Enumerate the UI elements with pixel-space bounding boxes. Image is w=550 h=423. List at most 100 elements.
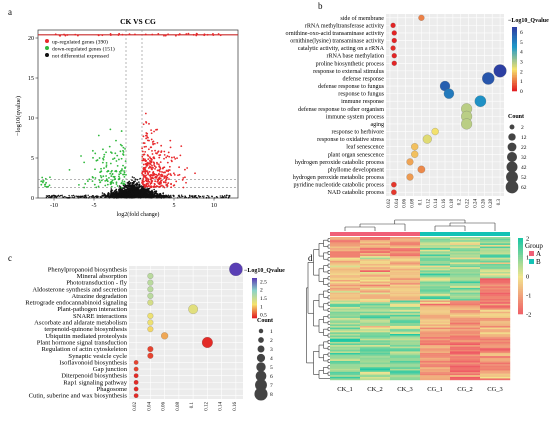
heatmap-cell (390, 332, 421, 335)
volcano-point-up (153, 142, 156, 145)
go-xtick-label: 0.14 (434, 199, 439, 208)
volcano-point-up (59, 34, 62, 37)
volcano-point-up (157, 169, 160, 172)
volcano-point-ns (147, 196, 150, 199)
heatmap-group-cell (450, 232, 480, 236)
volcano-point-up (147, 155, 150, 157)
volcano-point-down (44, 185, 47, 188)
volcano-point-ns (130, 190, 133, 192)
kegg-colorbar-segment (252, 315, 257, 317)
kegg-colorbar-segment (252, 290, 257, 292)
heatmap-cell (390, 364, 421, 366)
heatmap-cell (330, 249, 361, 252)
volcano-point-ns (163, 197, 165, 199)
volcano-point-ns (66, 197, 69, 199)
heatmap-colorbar-segment (518, 262, 523, 265)
heatmap-cell (360, 240, 391, 242)
heatmap-cell (390, 376, 421, 379)
volcano-point-ns (131, 176, 134, 178)
heatmap-cell (480, 254, 511, 257)
heatmap-group-legend-title: Group (525, 242, 543, 250)
go-category-label: hydrogen peroxide catabolic process (295, 160, 385, 166)
go-colorbar-segment (512, 62, 517, 65)
heatmap-colorbar-segment (518, 245, 523, 248)
heatmap-cell (450, 311, 481, 314)
heatmap-colorbar-segment (518, 257, 523, 260)
heatmap-cell (390, 241, 421, 244)
heatmap-cell (330, 338, 361, 341)
volcano-point-down (118, 170, 121, 173)
heatmap-cell (360, 244, 391, 247)
volcano-point-ns (153, 190, 156, 193)
heatmap-cell (450, 275, 481, 277)
heatmap-cell (420, 325, 451, 328)
volcano-point-up (194, 172, 196, 175)
legend-down-dot (45, 46, 49, 50)
volcano-point-ns (145, 188, 148, 190)
volcano-point-ns (139, 177, 141, 180)
volcano-point-down (109, 128, 112, 131)
volcano-point-up (164, 171, 166, 174)
heatmap-cell (480, 300, 511, 303)
go-category-label: defense response to other organism (298, 106, 384, 113)
go-bubble (411, 143, 419, 151)
heatmap-colorbar-label: 0 (526, 274, 529, 281)
volcano-point-up (155, 185, 158, 187)
kegg-colorbar-segment (252, 282, 257, 284)
heatmap-cell (480, 311, 511, 314)
heatmap-cell (360, 275, 391, 277)
heatmap-cell (450, 256, 481, 258)
heatmap-cell (420, 365, 451, 368)
volcano-point-down (108, 145, 111, 148)
heatmap-colorbar-segment (518, 295, 523, 298)
go-category-label: rRNA methyltransferase activity (305, 22, 385, 29)
volcano-point-down (115, 181, 118, 184)
volcano-point-ns (77, 197, 80, 199)
kegg-colorbar-segment (252, 308, 257, 310)
go-bubble (474, 95, 487, 107)
heatmap-cell (390, 268, 421, 271)
go-xtick-label: 0.26 (481, 199, 486, 208)
volcano-point-ns (141, 188, 143, 190)
volcano-point-ns (168, 195, 170, 197)
volcano-point-ns (146, 192, 149, 195)
heatmap-cell (330, 279, 361, 282)
volcano-point-up (163, 175, 166, 177)
volcano-point-ns (128, 187, 131, 190)
heatmap-cell (480, 238, 511, 241)
volcano-point-up (166, 183, 169, 186)
heatmap-cell (420, 337, 451, 339)
heatmap-group-b-label: B (536, 258, 541, 266)
heatmap-cell (360, 346, 391, 349)
volcano-point-up (179, 154, 182, 157)
heatmap-cell (390, 308, 421, 311)
heatmap-cell (450, 276, 481, 279)
heatmap-cell (420, 302, 451, 304)
heatmap-cell (420, 295, 451, 298)
heatmap-cell (390, 378, 421, 381)
go-category-label: defense response to fungus (318, 83, 384, 90)
volcano-point-ns (189, 194, 191, 197)
heatmap-cell (390, 343, 421, 346)
volcano-point-down (118, 175, 120, 178)
heatmap-colorbar-segment (518, 289, 523, 292)
heatmap-cell (450, 283, 481, 285)
kegg-xtick-label: 0.02 (133, 402, 138, 411)
heatmap-cell (420, 375, 451, 378)
volcano-point-down (118, 178, 121, 181)
volcano-point-ns (115, 192, 118, 195)
volcano-point-ns (151, 194, 154, 197)
volcano-point-ns (94, 195, 97, 198)
heatmap-cell (420, 237, 451, 239)
heatmap-colorbar-segment (518, 253, 523, 256)
heatmap-cell (360, 354, 391, 357)
go-colorbar-segment (512, 33, 517, 36)
heatmap-cell (420, 352, 451, 355)
volcano-point-up (158, 177, 161, 179)
volcano-point-up (164, 179, 167, 182)
kegg-category-label: Aldosterone synthesis and secretion (32, 286, 127, 293)
heatmap-cell (420, 354, 451, 357)
volcano-point-up (156, 180, 159, 183)
volcano-point-up (163, 150, 166, 153)
volcano-point-down (116, 154, 119, 157)
